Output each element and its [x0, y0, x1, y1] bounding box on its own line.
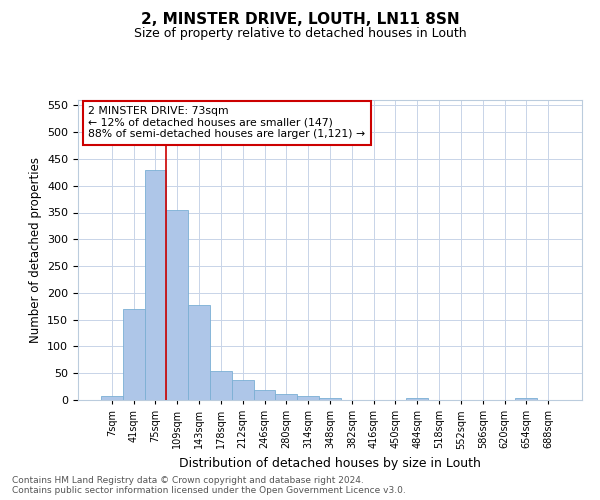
Bar	[166, 210, 188, 400]
Text: Contains HM Land Registry data © Crown copyright and database right 2024.: Contains HM Land Registry data © Crown c…	[12, 476, 364, 485]
Text: 2, MINSTER DRIVE, LOUTH, LN11 8SN: 2, MINSTER DRIVE, LOUTH, LN11 8SN	[140, 12, 460, 28]
Bar	[210, 370, 232, 400]
Text: Contains public sector information licensed under the Open Government Licence v3: Contains public sector information licen…	[12, 486, 406, 495]
Bar	[515, 398, 537, 400]
Text: Distribution of detached houses by size in Louth: Distribution of detached houses by size …	[179, 458, 481, 470]
Text: Size of property relative to detached houses in Louth: Size of property relative to detached ho…	[134, 28, 466, 40]
Bar	[101, 396, 123, 400]
Bar	[275, 394, 297, 400]
Bar	[188, 304, 210, 400]
Bar	[145, 170, 166, 400]
Bar	[254, 390, 275, 400]
Bar	[406, 398, 428, 400]
Y-axis label: Number of detached properties: Number of detached properties	[29, 157, 41, 343]
Bar	[123, 309, 145, 400]
Text: 2 MINSTER DRIVE: 73sqm
← 12% of detached houses are smaller (147)
88% of semi-de: 2 MINSTER DRIVE: 73sqm ← 12% of detached…	[88, 106, 365, 139]
Bar	[232, 380, 254, 400]
Bar	[297, 396, 319, 400]
Bar	[319, 398, 341, 400]
